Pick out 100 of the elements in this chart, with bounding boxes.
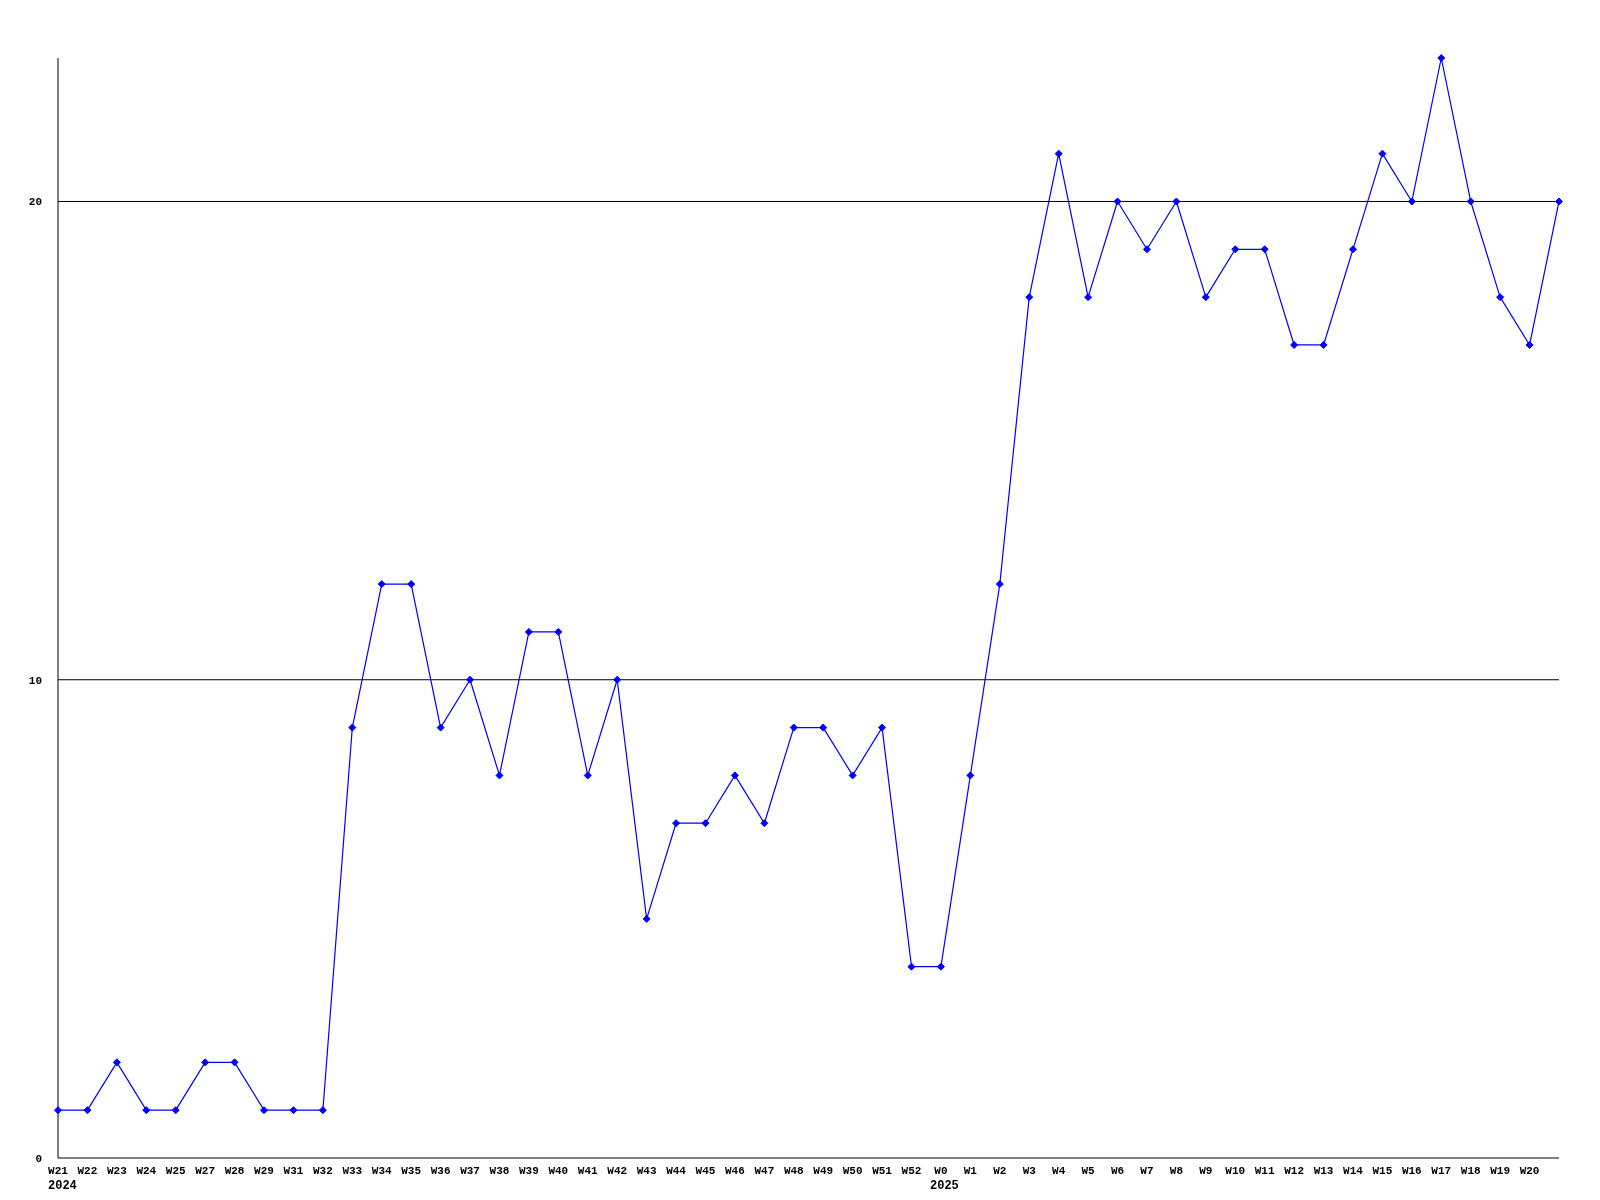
x-tick-label: W32 — [312, 1165, 333, 1177]
x-tick-label: W10 — [1225, 1165, 1246, 1177]
point — [789, 723, 798, 732]
point — [878, 723, 887, 732]
x-tick-label: W6 — [1110, 1165, 1125, 1177]
point — [201, 1058, 210, 1067]
point — [1555, 197, 1563, 206]
x-tick-label: W8 — [1169, 1165, 1184, 1177]
x-tick-label: W13 — [1313, 1165, 1334, 1177]
x-tick-label: W44 — [666, 1165, 687, 1177]
point — [1525, 340, 1534, 349]
point — [171, 1106, 180, 1115]
x-tick-label: W5 — [1081, 1165, 1096, 1177]
x-tick-label: W14 — [1343, 1165, 1364, 1177]
x-tick-label: W50 — [842, 1165, 863, 1177]
point — [260, 1106, 269, 1115]
x-tick-label: W21 — [48, 1165, 69, 1177]
point — [1054, 149, 1063, 158]
point — [83, 1106, 92, 1115]
x-tick-label: W39 — [519, 1165, 539, 1177]
point — [730, 771, 739, 780]
text: 2025 — [930, 1179, 959, 1193]
x-tick-label: W37 — [460, 1165, 480, 1177]
x-tick-label: W7 — [1140, 1165, 1154, 1177]
x-tick-label: W34 — [371, 1165, 393, 1177]
x-tick-label: W25 — [165, 1165, 187, 1177]
x-tick-label: W43 — [636, 1165, 657, 1177]
x-tick-label: W9 — [1199, 1165, 1213, 1177]
x-tick-label: W28 — [224, 1165, 245, 1177]
point — [848, 771, 857, 780]
point — [966, 771, 975, 780]
point — [672, 819, 681, 828]
x-tick-label: W35 — [401, 1165, 422, 1177]
x-tick-label: W20 — [1519, 1165, 1540, 1177]
y-tick-label: 10 — [28, 674, 42, 687]
y-tick-label: 20 — [28, 196, 42, 209]
point — [495, 771, 504, 780]
point — [1231, 245, 1240, 254]
point — [524, 627, 533, 636]
point — [230, 1058, 239, 1067]
point — [142, 1106, 151, 1115]
x-tick-label: W12 — [1284, 1165, 1305, 1177]
point — [701, 819, 710, 828]
point — [642, 914, 651, 923]
point — [1378, 149, 1387, 158]
point — [1407, 197, 1416, 206]
point — [819, 723, 828, 732]
point — [907, 962, 916, 971]
point — [1025, 293, 1034, 302]
x-tick-label: W2 — [993, 1165, 1007, 1177]
point — [936, 962, 945, 971]
x-tick-label: W22 — [77, 1165, 98, 1177]
point — [1142, 245, 1151, 254]
x-tick-label: W33 — [342, 1165, 363, 1177]
point — [54, 1106, 62, 1115]
x-tick-label: W18 — [1460, 1165, 1481, 1177]
x-tick-label: W52 — [901, 1165, 922, 1177]
point — [1437, 54, 1446, 62]
x-tick-label: W24 — [136, 1165, 157, 1177]
x-tick-label: W0 — [934, 1165, 948, 1177]
x-tick-label: W40 — [548, 1165, 569, 1177]
x-tick-label: W49 — [813, 1165, 834, 1177]
x-tick-label: W48 — [783, 1165, 805, 1177]
point — [760, 819, 769, 828]
x-tick-label: W16 — [1401, 1165, 1422, 1177]
x-tick-label: W4 — [1052, 1165, 1066, 1177]
point — [1496, 293, 1505, 302]
x-tick-label: W51 — [872, 1165, 893, 1177]
point — [1113, 197, 1122, 206]
point — [1319, 340, 1328, 349]
x-tick-label: W46 — [725, 1165, 745, 1177]
x-tick-label: W3 — [1022, 1165, 1037, 1177]
y-tick-label: 0 — [35, 1153, 42, 1165]
x-tick-label: W15 — [1372, 1165, 1393, 1177]
point — [583, 771, 592, 780]
point — [289, 1106, 298, 1115]
point — [1466, 197, 1475, 206]
point — [377, 580, 386, 589]
point — [1201, 293, 1210, 302]
point — [112, 1058, 121, 1067]
x-tick-label: W23 — [106, 1165, 128, 1177]
x-tick-label: W41 — [577, 1165, 599, 1177]
point — [318, 1106, 327, 1115]
x-tick-label: W17 — [1431, 1165, 1452, 1177]
point — [554, 627, 563, 636]
text: 2024 — [48, 1179, 77, 1193]
point — [466, 675, 475, 684]
point — [348, 723, 357, 732]
x-tick-label: W11 — [1254, 1165, 1275, 1177]
point — [613, 675, 622, 684]
x-tick-label: W27 — [195, 1165, 216, 1177]
x-tick-label: W1 — [963, 1165, 978, 1177]
point — [407, 580, 416, 589]
point — [436, 723, 445, 732]
x-tick-label: W31 — [283, 1165, 304, 1177]
point — [1084, 293, 1093, 302]
point — [995, 580, 1004, 589]
x-tick-label: W19 — [1490, 1165, 1511, 1177]
point — [1348, 245, 1357, 254]
point — [1290, 340, 1299, 349]
